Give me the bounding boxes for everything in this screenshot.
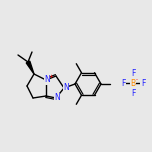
- Text: F: F: [141, 78, 145, 88]
- Text: -: -: [136, 78, 138, 83]
- Text: B: B: [130, 78, 136, 88]
- Polygon shape: [26, 61, 34, 74]
- Text: N: N: [54, 93, 60, 102]
- Text: N: N: [63, 83, 69, 93]
- Text: N: N: [44, 76, 50, 85]
- Text: +: +: [49, 74, 53, 79]
- Text: F: F: [121, 78, 125, 88]
- Text: F: F: [131, 88, 135, 97]
- Text: F: F: [131, 69, 135, 78]
